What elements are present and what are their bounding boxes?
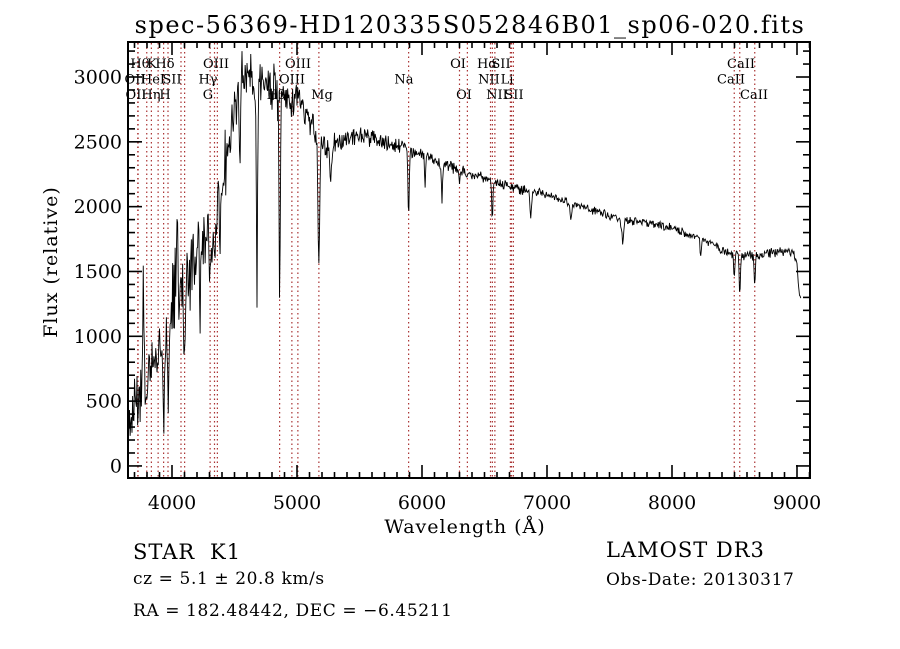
y-tick-label: 2000 — [74, 196, 122, 218]
x-tick-label: 6000 — [398, 492, 446, 514]
spectral-line-label: OIII — [279, 73, 305, 88]
spectral-line-label: OI — [450, 57, 466, 72]
spectrum-trace — [128, 51, 802, 436]
subclass-label: K1 — [210, 540, 242, 564]
spectral-line-label: HeI — [141, 73, 165, 88]
spectral-line-label: Li — [501, 73, 514, 88]
y-tick-label: 500 — [86, 391, 122, 413]
spectral-line-label: SII — [504, 88, 523, 103]
ra-dec-text: RA = 182.48442, DEC = −6.45211 — [133, 601, 453, 621]
cz-velocity-text: cz = 5.1 ± 20.8 km/s — [133, 569, 325, 589]
spectral-line-label: SII — [491, 57, 510, 72]
spectral-line-label: Hβ — [267, 88, 286, 103]
spectral-line-label: SII — [162, 73, 181, 88]
x-tick-label: 7000 — [523, 492, 571, 514]
spectral-line-label: Na — [394, 73, 413, 88]
x-tick-label: 9000 — [773, 492, 821, 514]
spectral-line-label: CaII — [727, 57, 755, 72]
spectral-line-label: Hα — [477, 57, 497, 72]
y-axis-title: Flux (relative) — [40, 186, 62, 338]
x-tick-label: 5000 — [273, 492, 321, 514]
survey-release-text: LAMOST DR3 — [606, 538, 765, 562]
spectral-line-label: NII — [478, 73, 500, 88]
spectral-line-label: NII — [486, 88, 508, 103]
spectral-line-label: Hη — [141, 88, 160, 103]
class-label: STAR — [133, 540, 196, 564]
obs-date-text: Obs-Date: 20130317 — [606, 570, 795, 590]
y-tick-label: 2500 — [74, 131, 122, 153]
spectral-line-label: OIII — [203, 57, 229, 72]
spectral-line-label: CaII — [740, 88, 768, 103]
spectral-line-label: CaII — [717, 73, 745, 88]
plot-title: spec-56369-HD120335S052846B01_sp06-020.f… — [134, 11, 806, 39]
y-tick-label: 1500 — [74, 261, 122, 283]
x-tick-label: 4000 — [148, 492, 196, 514]
spectral-line-label: G — [203, 88, 213, 103]
spectral-line-label: K — [147, 57, 157, 72]
spectral-line-label: Hγ — [198, 73, 217, 88]
y-tick-label: 1000 — [74, 326, 122, 348]
spectral-line-label: OII — [125, 73, 146, 88]
spectral-line-label: OIII — [285, 57, 311, 72]
spectral-line-label: H — [159, 88, 170, 103]
y-tick-label: 0 — [110, 455, 122, 477]
plot-frame — [127, 41, 811, 479]
spectral-line-label: Mg — [311, 88, 333, 103]
spectral-line-label: OI — [456, 88, 472, 103]
spectral-line-label: OII — [126, 88, 147, 103]
x-axis-title: Wavelength (Å) — [384, 516, 546, 538]
x-tick-label: 8000 — [648, 492, 696, 514]
y-tick-label: 3000 — [74, 67, 122, 89]
spectral-line-label: Hδ — [155, 57, 174, 72]
spectral-line-label: Hθ — [130, 57, 149, 72]
classification-text: STAR K1 — [133, 540, 240, 564]
